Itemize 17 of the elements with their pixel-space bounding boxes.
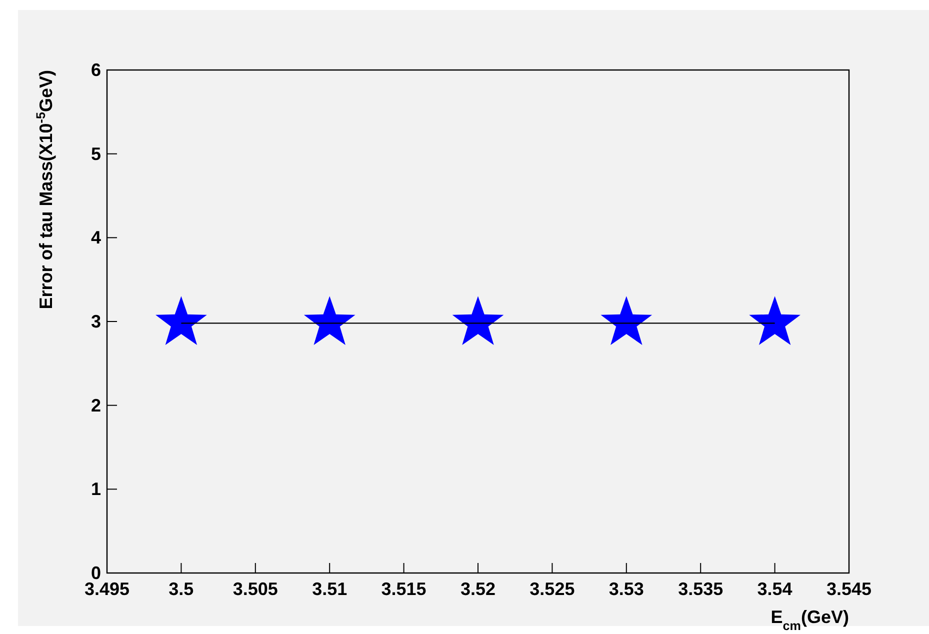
x-tick-label: 3.53 xyxy=(608,579,644,599)
x-tick-label: 3.545 xyxy=(826,579,872,599)
x-tick-label: 3.535 xyxy=(678,579,724,599)
x-tick-label: 3.51 xyxy=(312,579,348,599)
x-tick-label: 3.5 xyxy=(168,579,194,599)
x-tick-label: 3.525 xyxy=(530,579,575,599)
y-tick-label: 3 xyxy=(90,312,101,332)
y-tick-label: 4 xyxy=(90,228,101,248)
x-tick-label: 3.54 xyxy=(757,579,792,599)
x-tick-label: 3.505 xyxy=(232,579,278,599)
y-tick-label: 5 xyxy=(90,144,101,164)
x-tick-label: 3.52 xyxy=(460,579,496,599)
y-tick-label: 6 xyxy=(90,60,101,80)
y-tick-label: 1 xyxy=(90,479,101,500)
x-tick-label: 3.515 xyxy=(381,579,426,599)
x-axis-title: E$_{cm}$(GeV) xyxy=(770,607,849,633)
y-tick-label: 2 xyxy=(90,395,101,416)
